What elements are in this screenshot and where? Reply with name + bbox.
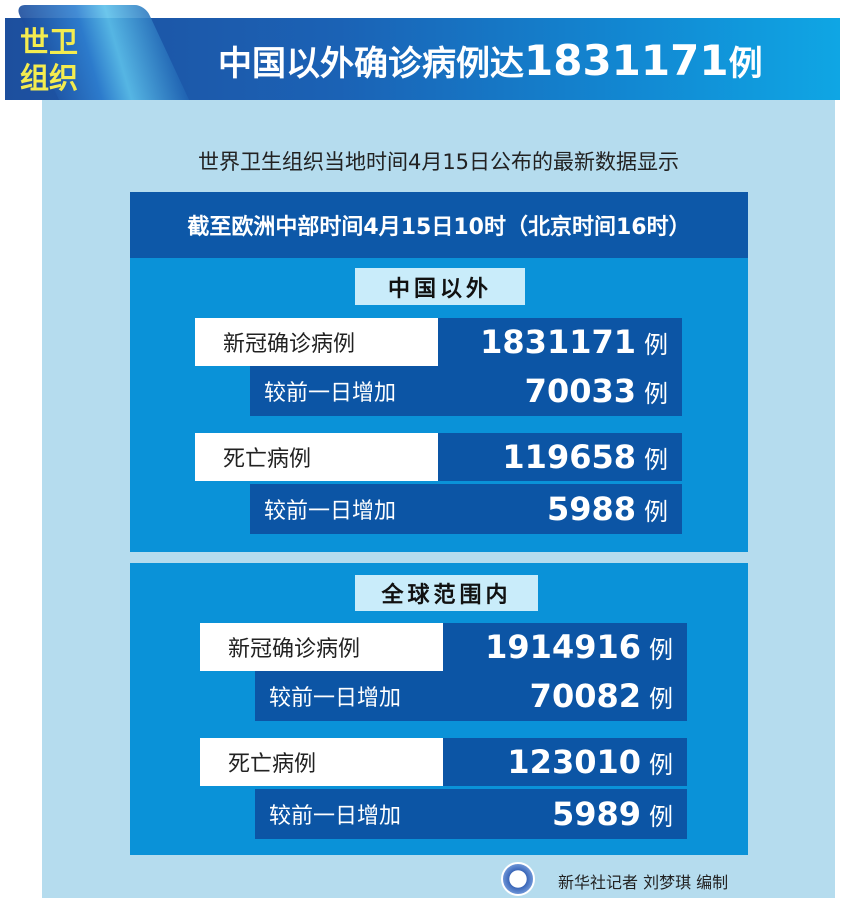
increase-row: 较前一日增加 5989 例 [255,789,687,839]
value-number: 123010 [507,743,641,781]
subtitle: 世界卫生组织当地时间4月15日公布的最新数据显示 [197,150,680,174]
increase-row: 较前一日增加 5988 例 [250,484,682,534]
credit: 新华社记者 刘梦琪 编制 [558,873,729,892]
value-unit: 例 [649,802,673,831]
row-label: 新冠确诊病例 [200,623,443,671]
value-number: 70033 [524,372,636,410]
row-value: 1914916 例 [443,623,687,671]
row-value: 119658 例 [438,433,682,481]
row-label: 较前一日增加 [269,804,402,829]
title-text: 中国以外确诊病例达 [218,44,524,84]
value-unit: 例 [649,684,673,713]
value-unit: 例 [649,750,673,779]
who-badge: 世卫 组织 [14,24,84,96]
value-unit: 例 [649,635,673,664]
value-unit: 例 [644,497,668,526]
row-label: 死亡病例 [195,433,438,481]
page-title: 中国以外确诊病例达1831171例 [218,36,763,85]
value-number: 5989 [551,795,641,833]
row-value: 70082 例 [530,677,673,715]
row-value: 1831171 例 [438,318,682,366]
value-unit: 例 [644,445,668,474]
value-number: 5988 [546,490,636,528]
value-number: 70082 [529,677,641,715]
row-label: 较前一日增加 [264,381,397,406]
value-unit: 例 [644,379,668,408]
row-label: 新冠确诊病例 [195,318,438,366]
value-unit: 例 [644,330,668,359]
value-number: 119658 [502,438,636,476]
value-number: 1914916 [485,628,641,666]
row-value: 123010 例 [443,738,687,786]
increase-row: 较前一日增加 70082 例 [255,671,687,721]
row-label: 死亡病例 [200,738,443,786]
row-value: 5988 例 [547,490,668,528]
value-number: 1831171 [480,323,636,361]
title-unit: 例 [728,44,763,84]
badge-line: 世卫 [19,25,78,59]
section-label: 全球范围内 [355,575,538,611]
row-value: 70033 例 [525,372,668,410]
row-label: 较前一日增加 [264,499,397,524]
title-number: 1831171 [524,36,729,85]
badge-line: 组织 [19,61,78,95]
row-label: 较前一日增加 [269,686,402,711]
date-line: 截至欧洲中部时间4月15日10时（北京时间16时） [130,192,748,258]
increase-row: 较前一日增加 70033 例 [250,366,682,416]
row-value: 5989 例 [552,795,673,833]
xinhua-logo-icon [501,862,535,896]
section-label: 中国以外 [355,268,525,305]
